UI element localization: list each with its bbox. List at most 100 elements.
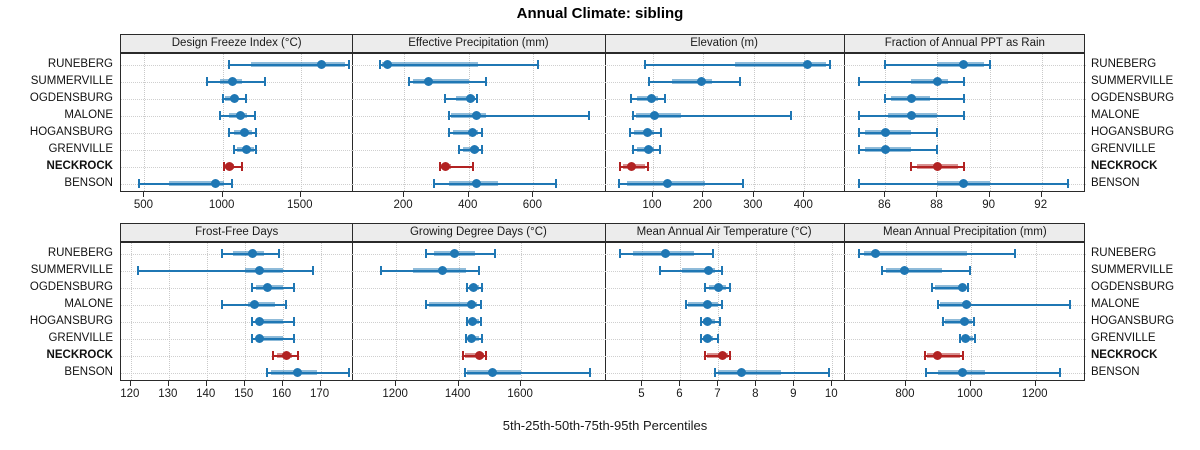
whisker-cap-5th (924, 351, 927, 360)
axis-tick (702, 192, 704, 197)
strip-row: Frost-Free Days Growing Degree Days (°C) M… (120, 223, 1085, 242)
axis-tick-label: 160 (272, 388, 292, 400)
median-dot (383, 60, 393, 69)
axis-tick-label: 6 (676, 388, 683, 400)
strip-title: Frost-Free Days (195, 226, 279, 238)
axis-tick-label: 10 (824, 388, 838, 400)
gridline (885, 54, 887, 191)
median-dot (702, 317, 712, 326)
median-dot (880, 145, 890, 154)
axis-tick-label: 600 (522, 199, 542, 211)
strip-title: Mean Annual Precipitation (mm) (883, 226, 1047, 238)
whisker-cap-5th (631, 145, 634, 154)
percentile-range-line (859, 80, 964, 83)
median-dot (962, 300, 972, 309)
whisker-cap-5th (700, 334, 703, 343)
axis-tick (457, 381, 459, 386)
median-dot (316, 60, 326, 69)
gridline (300, 54, 302, 191)
station-label-left: HOGANSBURG (29, 125, 113, 138)
whisker-cap-95th (254, 128, 257, 137)
panel (121, 243, 353, 380)
axis-tick (281, 381, 283, 386)
whisker-cap-95th (711, 249, 714, 258)
station-label-left: SUMMERVILLE (30, 74, 113, 87)
whisker-cap-95th (480, 128, 483, 137)
whisker-cap-95th (292, 317, 295, 326)
station-label-left: NECKROCK (46, 348, 113, 361)
interquartile-band (413, 79, 469, 84)
median-dot (247, 249, 257, 258)
station-label-left: RUNEBERG (47, 246, 113, 259)
whisker-cap-5th (438, 162, 441, 171)
axis-tick (467, 192, 469, 197)
whisker-cap-5th (465, 334, 468, 343)
row-guide-line (843, 355, 1086, 357)
median-dot (906, 94, 916, 103)
median-dot (211, 179, 221, 188)
whisker-cap-5th (942, 317, 945, 326)
whisker-cap-95th (485, 77, 488, 86)
whisker-cap-95th (471, 162, 474, 171)
axis-tick (755, 381, 757, 386)
row-guide-line (604, 321, 844, 323)
axis-tick-label: 120 (120, 388, 140, 400)
whisker-cap-95th (647, 162, 650, 171)
median-dot (662, 179, 672, 188)
axis-tick (936, 192, 938, 197)
whisker-cap-5th (466, 317, 469, 326)
axis-tick (395, 381, 397, 386)
row-guide-line (604, 338, 844, 340)
station-label-left: GRENVILLE (48, 142, 113, 155)
axis-tick (793, 381, 795, 386)
median-dot (906, 111, 916, 120)
panel (121, 54, 353, 191)
whisker-cap-5th (138, 179, 141, 188)
axis-tick-label: 1600 (507, 388, 533, 400)
gridline (206, 243, 208, 380)
gridline (130, 243, 132, 380)
axis-tick (641, 381, 643, 386)
median-dot (440, 162, 450, 171)
whisker-cap-95th (292, 334, 295, 343)
whisker-cap-5th (251, 334, 254, 343)
panel-row (120, 242, 1086, 381)
whisker-cap-5th (424, 249, 427, 258)
interquartile-band (863, 251, 967, 256)
axis-tick (520, 381, 522, 386)
whisker-cap-5th (884, 94, 887, 103)
gridline (989, 54, 991, 191)
strip-title: Elevation (m) (690, 37, 758, 49)
whisker-cap-95th (255, 145, 258, 154)
whisker-cap-95th (555, 179, 557, 188)
median-dot (736, 368, 746, 377)
whisker-cap-5th (644, 60, 647, 69)
whisker-cap-95th (480, 283, 483, 292)
station-label-left: GRENVILLE (48, 331, 113, 344)
axis-tick (969, 381, 971, 386)
whisker-cap-95th (493, 249, 496, 258)
axis-tick (532, 192, 534, 197)
median-dot (281, 351, 291, 360)
axis-tick-label: 1200 (1021, 388, 1048, 400)
whisker-cap-5th (379, 266, 382, 275)
gridline (144, 54, 146, 191)
whisker-cap-95th (717, 334, 720, 343)
station-label-right: RUNEBERG (1091, 246, 1157, 259)
axis-tick (884, 192, 886, 197)
whisker-cap-95th (936, 128, 939, 137)
strip-title: Growing Degree Days (°C) (409, 226, 547, 238)
panel-divider (352, 243, 354, 380)
whisker-cap-5th (937, 300, 940, 309)
median-dot (660, 249, 670, 258)
panel (352, 54, 605, 191)
whisker-cap-5th (448, 128, 451, 137)
median-dot (469, 283, 479, 292)
station-label-right: NECKROCK (1091, 159, 1158, 172)
interquartile-band (885, 268, 942, 273)
interquartile-band (927, 353, 961, 358)
whisker-cap-5th (617, 179, 620, 188)
whisker-cap-95th (1059, 368, 1062, 377)
whisker-cap-5th (858, 77, 861, 86)
axis-tick-label: 150 (234, 388, 254, 400)
